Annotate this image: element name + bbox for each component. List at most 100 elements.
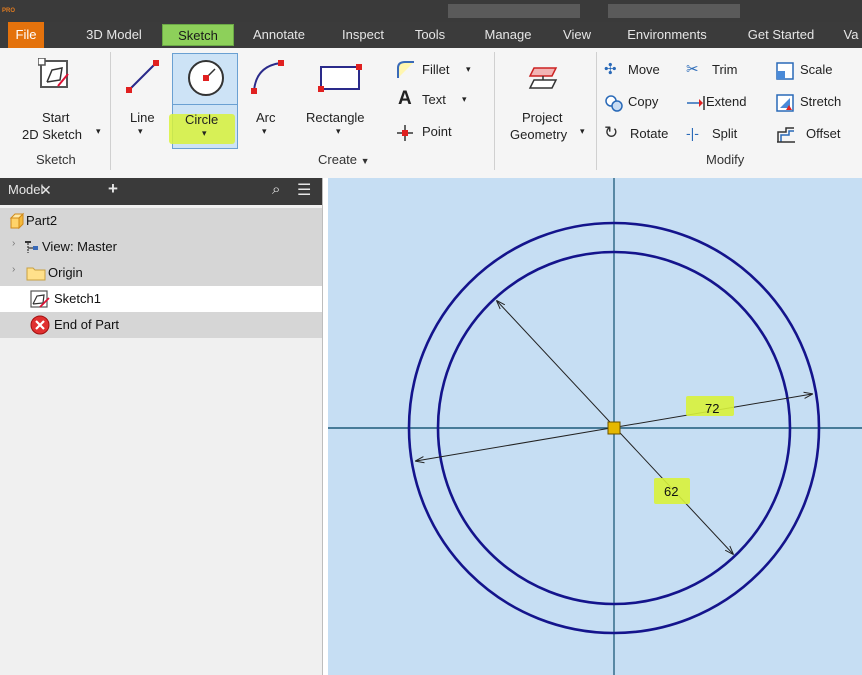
title-field bbox=[448, 4, 580, 18]
scale-button[interactable]: Scale bbox=[776, 60, 856, 82]
fillet-caret-icon: ▾ bbox=[466, 64, 471, 74]
move-button[interactable]: ✣ Move bbox=[604, 60, 680, 82]
line-label: Line bbox=[130, 110, 155, 125]
arc-label: Arc bbox=[256, 110, 276, 125]
split-label: Split bbox=[712, 126, 738, 141]
group-create-label[interactable]: Create ▼ bbox=[318, 152, 370, 167]
tab-3d-model[interactable]: 3D Model bbox=[86, 27, 142, 42]
menu-icon[interactable]: ☰ bbox=[297, 182, 312, 199]
rectangle-button[interactable]: Rectangle ▾ bbox=[300, 52, 380, 150]
part-icon bbox=[9, 212, 25, 230]
project-geometry-caret-icon: ▾ bbox=[580, 126, 585, 136]
create-caret-icon: ▼ bbox=[360, 156, 370, 166]
stretch-button[interactable]: Stretch bbox=[776, 92, 860, 114]
circle-label: Circle bbox=[185, 112, 219, 127]
move-icon: ✣ bbox=[604, 61, 617, 78]
project-geometry-icon bbox=[528, 67, 558, 89]
copy-button[interactable]: Copy bbox=[604, 92, 680, 114]
start-sketch-label-2: 2D Sketch bbox=[22, 127, 82, 142]
extend-button[interactable]: Extend bbox=[686, 92, 766, 114]
project-geometry-label-1: Project bbox=[522, 110, 563, 125]
fillet-button[interactable]: Fillet ▾ bbox=[396, 60, 482, 82]
extend-icon bbox=[687, 96, 705, 110]
start-sketch-icon bbox=[38, 58, 69, 88]
outer-circle[interactable] bbox=[407, 221, 821, 635]
close-icon[interactable]: ✕ bbox=[40, 182, 52, 198]
group-create-text: Create bbox=[318, 152, 358, 167]
text-button[interactable]: A Text ▾ bbox=[396, 88, 482, 112]
graphics-canvas[interactable]: 72 62 bbox=[328, 178, 862, 675]
center-point[interactable] bbox=[607, 421, 621, 435]
tree-item-end-of-part[interactable]: End of Part bbox=[0, 312, 322, 338]
outer-dimension-value[interactable]: 72 bbox=[705, 401, 719, 416]
extend-label: Extend bbox=[706, 94, 747, 109]
browser-tab-model[interactable]: Model bbox=[8, 182, 44, 197]
circle-highlight bbox=[169, 114, 235, 144]
scale-label: Scale bbox=[800, 62, 833, 77]
tab-annotate[interactable]: Annotate bbox=[252, 27, 306, 42]
tab-inspect[interactable]: Inspect bbox=[342, 27, 384, 42]
trim-button[interactable]: ✂ Trim bbox=[686, 60, 762, 82]
end-of-part-icon bbox=[30, 315, 50, 335]
copy-label: Copy bbox=[628, 94, 659, 109]
tab-view[interactable]: View bbox=[563, 27, 591, 42]
group-separator bbox=[110, 52, 111, 170]
ribbon-tab-bar: File 3D Model Sketch Annotate Inspect To… bbox=[0, 22, 862, 48]
start-2d-sketch-button[interactable]: Start 2D Sketch ▾ bbox=[8, 52, 104, 150]
tab-file[interactable]: File bbox=[8, 22, 44, 48]
outer-dimension-highlight bbox=[686, 396, 734, 416]
line-caret-icon: ▾ bbox=[138, 126, 143, 136]
rectangle-caret-icon: ▾ bbox=[336, 126, 341, 136]
point-label: Point bbox=[422, 124, 452, 139]
offset-button[interactable]: Offset bbox=[776, 124, 856, 146]
expand-icon[interactable]: › bbox=[12, 238, 16, 249]
rectangle-label: Rectangle bbox=[306, 110, 365, 125]
split-icon: -|- bbox=[686, 125, 699, 141]
appearance-field bbox=[608, 4, 740, 18]
tree-label-part: Part2 bbox=[26, 213, 58, 228]
tab-sketch[interactable]: Sketch bbox=[162, 24, 234, 46]
split-button[interactable]: -|- Split bbox=[686, 124, 762, 146]
rectangle-icon bbox=[318, 64, 362, 92]
tree-item-sketch[interactable]: Sketch1 bbox=[0, 286, 322, 312]
circle-button[interactable]: Circle ▾ bbox=[169, 53, 238, 149]
ribbon-panel: Start 2D Sketch ▾ Sketch Line ▾ Circle ▾ bbox=[0, 48, 862, 179]
tab-manage[interactable]: Manage bbox=[484, 27, 532, 42]
folder-icon bbox=[26, 267, 46, 281]
circle-caret-icon: ▾ bbox=[202, 128, 207, 138]
fillet-label: Fillet bbox=[422, 62, 450, 77]
tab-get-started[interactable]: Get Started bbox=[747, 27, 815, 42]
trim-label: Trim bbox=[712, 62, 738, 77]
tree-label-end-of-part: End of Part bbox=[54, 317, 120, 332]
title-bar: PRO bbox=[0, 0, 862, 22]
search-icon[interactable]: ⌕ bbox=[272, 181, 281, 198]
arc-button[interactable]: Arc ▾ bbox=[244, 52, 288, 150]
inner-dimension-value[interactable]: 62 bbox=[664, 484, 678, 499]
tree-item-part[interactable]: Part2 bbox=[0, 208, 322, 234]
project-geometry-button[interactable]: Project Geometry ▾ bbox=[500, 52, 592, 150]
tree-item-view[interactable]: › View: Master bbox=[0, 234, 322, 260]
trim-icon: ✂ bbox=[686, 61, 699, 78]
add-icon[interactable]: + bbox=[108, 179, 118, 198]
sketch-drawing: 72 62 bbox=[328, 178, 862, 675]
text-caret-icon: ▾ bbox=[462, 94, 467, 104]
circle-split-line bbox=[173, 104, 237, 105]
expand-icon[interactable]: › bbox=[12, 264, 16, 275]
arc-caret-icon: ▾ bbox=[262, 126, 267, 136]
line-button[interactable]: Line ▾ bbox=[118, 52, 166, 150]
tab-tools[interactable]: Tools bbox=[414, 27, 446, 42]
app-logo: PRO bbox=[2, 8, 16, 14]
browser-splitter[interactable] bbox=[322, 178, 329, 675]
tree-item-origin[interactable]: › Origin bbox=[0, 260, 322, 286]
group-sketch-label: Sketch bbox=[36, 152, 76, 167]
browser-header: Model ✕ + ⌕ ☰ bbox=[0, 178, 322, 205]
tab-vault[interactable]: Va bbox=[843, 27, 859, 42]
point-button[interactable]: Point bbox=[396, 122, 482, 144]
point-icon bbox=[397, 125, 413, 141]
stretch-label: Stretch bbox=[800, 94, 842, 109]
text-label: Text bbox=[422, 92, 446, 107]
rotate-button[interactable]: ↻ Rotate bbox=[604, 123, 680, 146]
group-separator bbox=[494, 52, 495, 170]
start-sketch-caret-icon: ▾ bbox=[96, 126, 101, 136]
tab-environments[interactable]: Environments bbox=[627, 27, 707, 42]
